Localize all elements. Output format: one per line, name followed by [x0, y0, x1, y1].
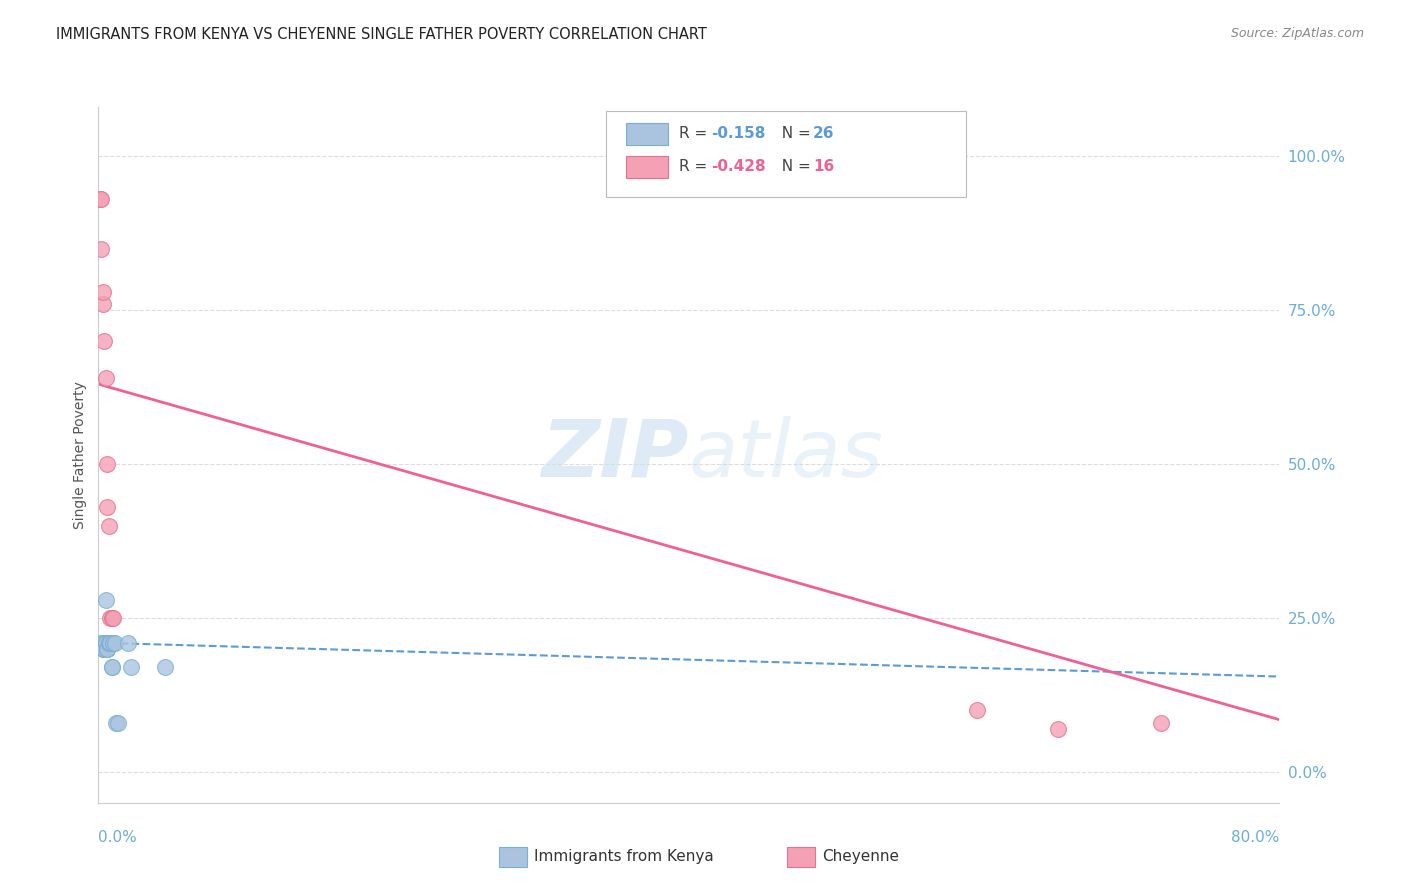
Point	[97, 518, 120, 533]
Point	[105, 715, 128, 730]
Point	[91, 636, 114, 650]
Point	[100, 611, 122, 625]
Point	[89, 193, 111, 207]
Point	[90, 636, 112, 650]
Text: atlas: atlas	[689, 416, 884, 494]
Point	[94, 592, 117, 607]
Point	[104, 636, 127, 650]
Text: N =: N =	[772, 159, 815, 174]
Point	[91, 285, 114, 299]
Point	[94, 636, 117, 650]
Point	[103, 636, 125, 650]
Point	[100, 660, 122, 674]
Text: Immigrants from Kenya: Immigrants from Kenya	[534, 849, 714, 863]
Point	[98, 636, 121, 650]
Point	[90, 193, 112, 207]
Point	[97, 636, 120, 650]
Point	[96, 641, 118, 656]
Text: R =: R =	[679, 126, 713, 141]
Point	[117, 636, 139, 650]
Text: 26: 26	[813, 126, 834, 141]
Point	[153, 660, 176, 674]
Point	[90, 242, 112, 256]
Y-axis label: Single Father Poverty: Single Father Poverty	[73, 381, 87, 529]
Point	[96, 500, 118, 515]
FancyBboxPatch shape	[787, 847, 815, 867]
Text: Source: ZipAtlas.com: Source: ZipAtlas.com	[1230, 27, 1364, 40]
FancyBboxPatch shape	[499, 847, 527, 867]
Point	[93, 641, 115, 656]
Text: ZIP: ZIP	[541, 416, 689, 494]
Point	[103, 636, 125, 650]
Point	[98, 611, 121, 625]
Point	[94, 636, 117, 650]
Text: 16: 16	[813, 159, 834, 174]
Point	[966, 703, 988, 717]
FancyBboxPatch shape	[606, 111, 966, 197]
Point	[98, 636, 121, 650]
Text: R =: R =	[679, 159, 713, 174]
Point	[96, 457, 118, 471]
FancyBboxPatch shape	[626, 123, 668, 145]
Text: -0.428: -0.428	[711, 159, 766, 174]
Text: 0.0%: 0.0%	[98, 830, 138, 845]
Point	[94, 636, 117, 650]
Point	[103, 611, 125, 625]
Point	[93, 334, 115, 348]
FancyBboxPatch shape	[626, 156, 668, 178]
Text: -0.158: -0.158	[711, 126, 766, 141]
Point	[100, 660, 122, 674]
Text: 80.0%: 80.0%	[1232, 830, 1279, 845]
Point	[107, 715, 129, 730]
Point	[120, 660, 142, 674]
Point	[96, 641, 118, 656]
Point	[96, 641, 118, 656]
Text: IMMIGRANTS FROM KENYA VS CHEYENNE SINGLE FATHER POVERTY CORRELATION CHART: IMMIGRANTS FROM KENYA VS CHEYENNE SINGLE…	[56, 27, 707, 42]
Point	[1150, 715, 1173, 730]
Point	[94, 371, 117, 385]
Point	[91, 297, 114, 311]
Point	[91, 641, 114, 656]
Point	[97, 636, 120, 650]
Text: N =: N =	[772, 126, 815, 141]
Point	[1046, 722, 1069, 736]
Text: Cheyenne: Cheyenne	[823, 849, 900, 863]
Point	[93, 641, 115, 656]
